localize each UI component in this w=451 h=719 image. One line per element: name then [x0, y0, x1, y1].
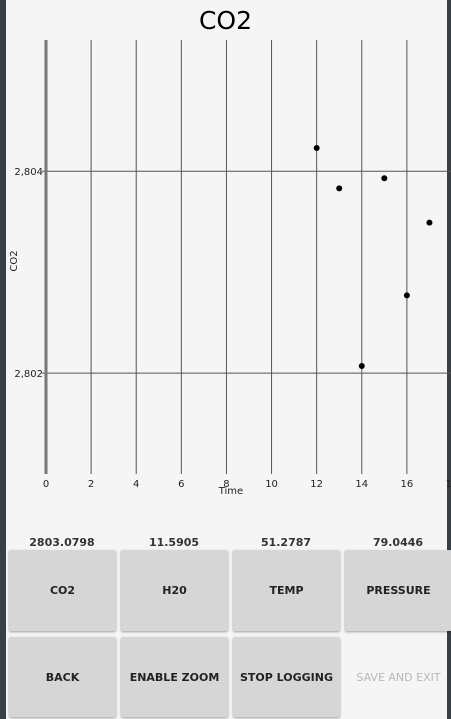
- x-tick-label: 16: [401, 479, 414, 490]
- y-axis-title: CO2: [9, 250, 20, 271]
- enable-zoom-button[interactable]: ENABLE ZOOM: [121, 637, 228, 717]
- temp-readout: 51.2787: [260, 536, 312, 549]
- x-tick-label: 14: [355, 479, 368, 490]
- data-point: [403, 292, 410, 299]
- h2o-readout: 11.5905: [148, 536, 200, 549]
- save-and-exit-button[interactable]: SAVE AND EXIT: [356, 670, 441, 684]
- data-point: [358, 363, 365, 370]
- data-point: [426, 219, 433, 226]
- data-point: [313, 144, 320, 151]
- x-tick-label: 12: [310, 479, 323, 490]
- x-tick-label: 8: [223, 479, 229, 490]
- x-tick-label: 6: [178, 479, 184, 490]
- x-tick-label: 10: [265, 479, 278, 490]
- co2-button[interactable]: CO2: [9, 550, 116, 631]
- h2o-button[interactable]: H20: [121, 550, 228, 631]
- data-point: [381, 175, 388, 182]
- y-tick-label: 2,804: [14, 167, 43, 178]
- window-edge: [447, 0, 451, 719]
- temp-button[interactable]: TEMP: [233, 550, 340, 631]
- co2-readout: 2803.0798: [29, 536, 95, 549]
- data-point: [336, 185, 343, 192]
- stop-logging-button[interactable]: STOP LOGGING: [233, 637, 340, 717]
- x-axis-title: Time: [218, 486, 243, 497]
- x-tick-label: 2: [88, 479, 94, 490]
- x-tick-label: 4: [133, 479, 139, 490]
- chart-title: CO2: [198, 6, 253, 35]
- x-tick-label: 0: [43, 479, 49, 490]
- pressure-readout: 79.0446: [372, 536, 424, 549]
- y-tick-label: 2,802: [14, 369, 43, 380]
- back-button[interactable]: BACK: [9, 637, 116, 717]
- co2-scatter-chart[interactable]: 0 2 4 6 8 10 12 14 16 18 2,802 2,804 Time CO2: [0, 0, 451, 505]
- x-tick-label: 18: [446, 479, 451, 490]
- pressure-button[interactable]: PRESSURE: [345, 550, 451, 631]
